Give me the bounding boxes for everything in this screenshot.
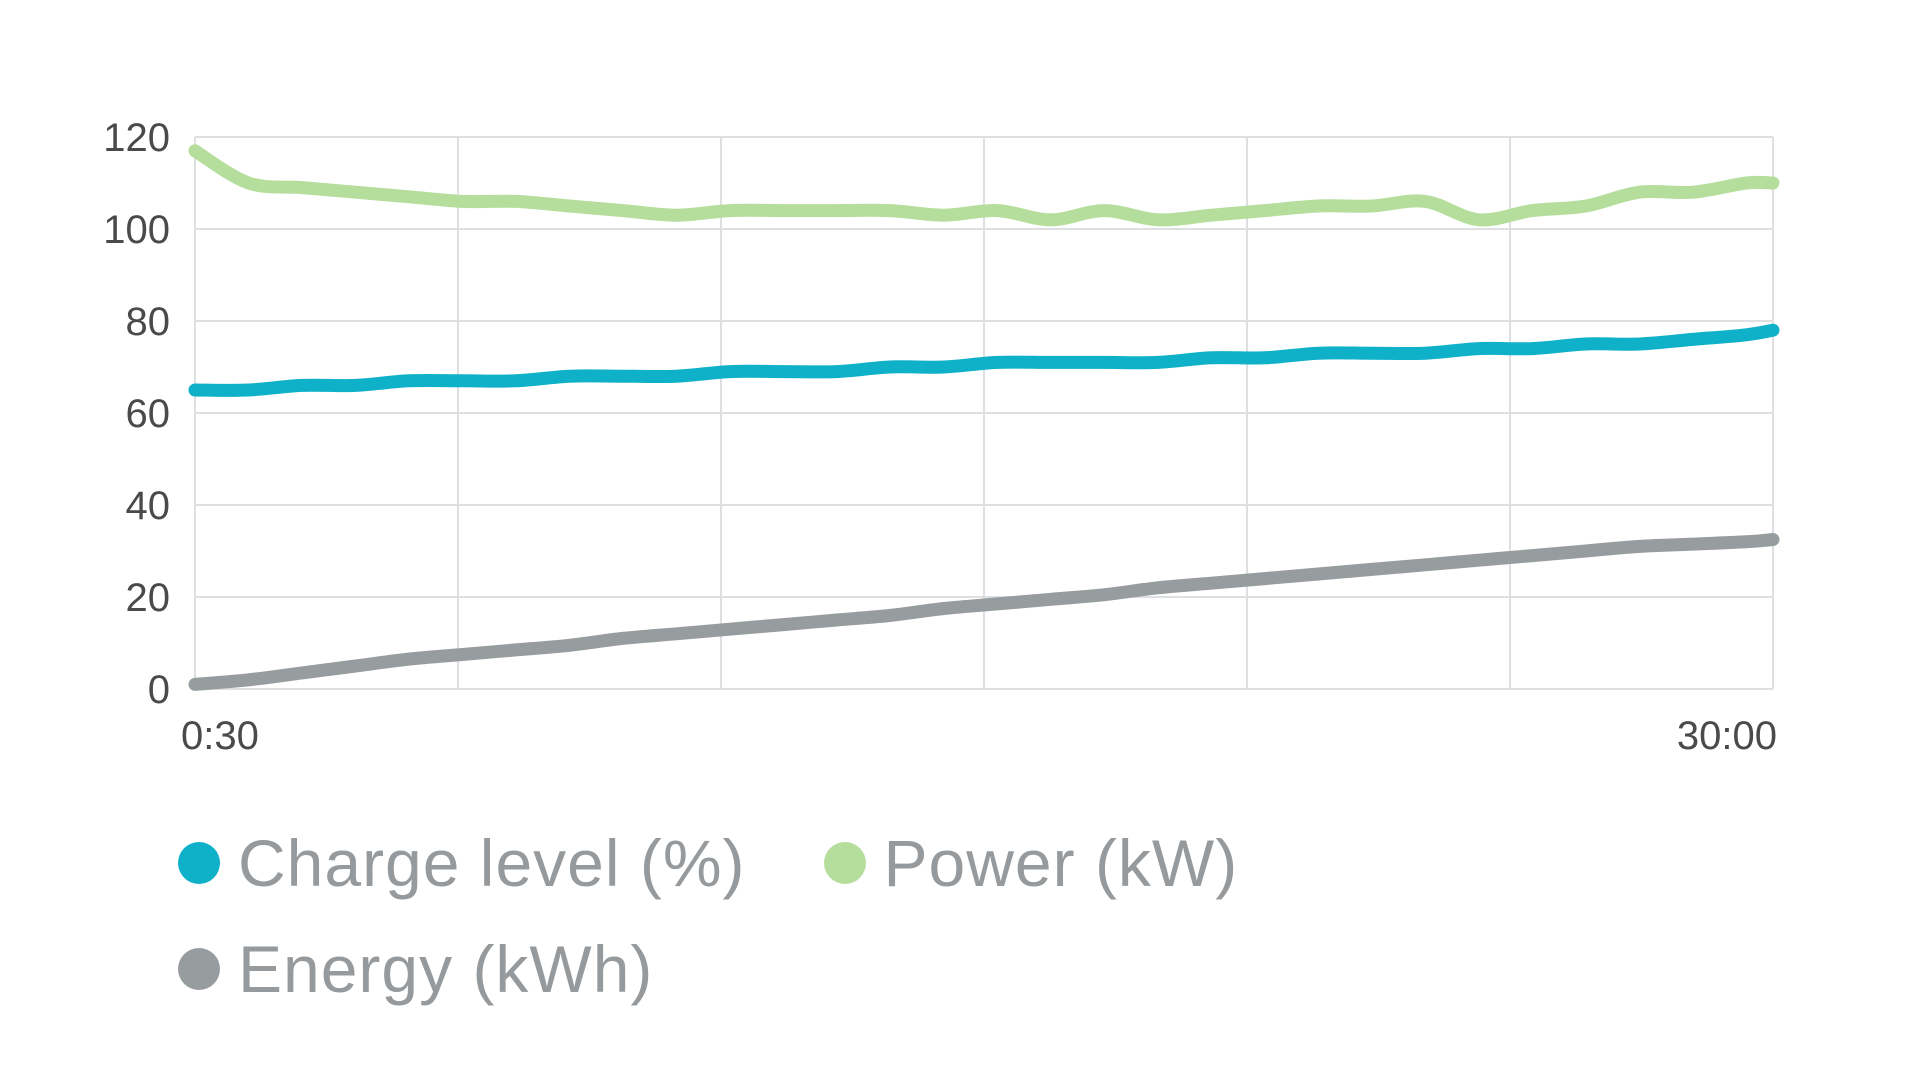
series-lines [188, 144, 1780, 691]
legend-item-charge-level: Charge level (%) [178, 825, 746, 901]
legend-dot-power [823, 842, 866, 884]
legend-label-charge-level: Charge level (%) [238, 826, 746, 900]
series-line-power [188, 144, 1780, 227]
legend-item-power: Power (kW) [823, 825, 1239, 901]
legend-dot-charge-level [178, 842, 220, 884]
legend-label-energy: Energy (kWh) [238, 932, 654, 1006]
y-tick-label: 80 [126, 300, 171, 344]
x-tick-label: 30:00 [1677, 714, 1777, 758]
y-tick-label: 60 [126, 392, 171, 436]
legend-dot-energy [178, 948, 220, 990]
tick-labels: 0 20 40 60 80 100 120 0:30 30:00 [103, 116, 1777, 758]
y-tick-label: 20 [126, 576, 171, 620]
grid [194, 136, 1774, 690]
legend: Charge level (%) Power (kW) Energy (kWh) [178, 810, 1678, 1022]
y-tick-label: 40 [126, 484, 171, 528]
legend-row-2: Energy (kWh) [178, 916, 1678, 1022]
legend-row-1: Charge level (%) Power (kW) [178, 810, 1678, 916]
y-tick-label: 120 [103, 116, 170, 160]
y-tick-label: 0 [148, 668, 170, 712]
legend-label-power: Power (kW) [883, 826, 1239, 900]
y-tick-label: 100 [103, 208, 170, 252]
x-tick-label: 0:30 [181, 714, 259, 758]
legend-item-energy: Energy (kWh) [178, 931, 653, 1007]
series-line-energy [188, 533, 1780, 691]
series-line-charge-level [188, 323, 1780, 397]
